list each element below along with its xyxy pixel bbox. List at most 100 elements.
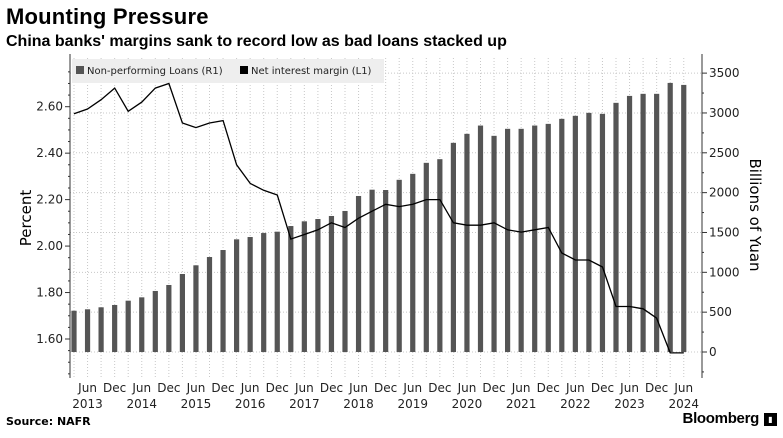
npl-bar [599,113,606,352]
right-axis-title: Billions of Yuan [746,158,764,271]
x-tick-year: 2015 [181,397,212,411]
x-tick-year: 2017 [289,397,320,411]
npl-bar [152,290,158,352]
x-tick-month: Jun [511,381,531,395]
npl-bar [179,273,185,352]
npl-bar [654,93,660,353]
chart-title: Mounting Pressure [6,4,209,29]
left-axis-title: Percent [17,190,35,247]
npl-bar [518,128,524,352]
right-tick-label: 1500 [709,225,740,239]
npl-bar [301,221,307,352]
npl-bar [626,95,633,352]
npl-bar [247,237,253,352]
npl-bar [84,309,91,352]
x-tick-month: Jun [348,381,368,395]
right-tick-label: 3000 [709,106,740,120]
legend-swatch-nim [240,66,248,74]
npl-bar [545,123,551,352]
x-tick-month: Dec [320,381,343,395]
x-tick-month: Jun [186,381,206,395]
bloomberg-mark-icon: ▮ [764,413,777,426]
npl-bar [572,115,578,352]
npl-bar [396,179,402,352]
left-tick-label: 2.40 [36,146,63,160]
npl-bar [98,307,104,352]
x-tick-year: 2016 [235,397,266,411]
npl-bar [125,300,131,352]
x-tick-month: Jun [457,381,477,395]
x-tick-year: 2023 [614,397,645,411]
right-tick-label: 0 [709,345,717,359]
x-tick-year: 2021 [506,397,537,411]
npl-bar [505,128,511,352]
npl-bar [355,195,362,352]
left-tick-label: 2.20 [36,193,63,207]
x-tick-month: Dec [645,381,668,395]
npl-bar [234,239,240,352]
npl-bar [139,297,145,352]
npl-bar [328,215,335,352]
legend-swatch-npl [76,66,84,74]
npl-bar [369,189,375,352]
x-tick-year: 2022 [560,397,591,411]
npl-bar [112,304,118,352]
chart-subtitle: China banks' margins sank to record low … [6,33,507,50]
npl-bar [166,284,172,352]
npl-bar [437,159,443,352]
x-tick-month: Dec [537,381,560,395]
x-tick-month: Jun [673,381,693,395]
left-tick-label: 1.80 [36,286,63,300]
nim-line [73,82,684,354]
npl-bar [559,118,565,352]
npl-bar [667,82,673,352]
x-tick-month: Dec [428,381,451,395]
npl-bar [220,250,226,352]
npl-bar [586,112,592,353]
x-tick-year: 2014 [126,397,157,411]
npl-bar [342,210,348,352]
npl-bar [206,257,213,352]
right-tick-label: 2000 [709,186,740,200]
npl-bar [423,162,429,352]
npl-bar [681,84,687,352]
legend-label-npl: Non-performing Loans (R1) [87,66,223,77]
right-tick-label: 3500 [709,66,740,80]
x-tick-year: 2013 [72,397,103,411]
npl-bar [383,190,389,352]
legend-label-nim: Net interest margin (L1) [251,66,372,77]
npl-bar [410,173,416,352]
source-note: Source: NAFR [6,415,91,428]
right-tick-label: 500 [709,305,732,319]
x-tick-month: Jun [619,381,639,395]
npl-bar [640,93,646,353]
x-tick-month: Jun [294,381,314,395]
x-tick-month: Dec [482,381,505,395]
x-tick-month: Dec [211,381,234,395]
npl-bar [193,265,199,352]
x-tick-year: 2018 [343,397,374,411]
x-tick-month: Jun [131,381,151,395]
right-tick-label: 1000 [709,265,740,279]
npl-bar [71,310,77,352]
left-tick-label: 1.60 [36,332,63,346]
x-tick-month: Dec [374,381,397,395]
npl-bar [315,219,321,352]
x-tick-year: 2024 [668,397,699,411]
npl-bar [464,133,470,352]
left-tick-label: 2.60 [36,100,63,114]
right-tick-label: 2500 [709,146,740,160]
x-tick-month: Dec [157,381,180,395]
x-tick-month: Jun [240,381,260,395]
x-tick-month: Dec [266,381,289,395]
x-tick-month: Jun [402,381,422,395]
x-tick-year: 2020 [452,397,483,411]
x-tick-month: Dec [591,381,614,395]
x-tick-year: 2019 [397,397,428,411]
x-tick-month: Jun [565,381,585,395]
x-tick-month: Jun [77,381,97,395]
npl-bar [274,231,280,352]
npl-bar [532,125,538,352]
npl-bar [288,226,294,352]
